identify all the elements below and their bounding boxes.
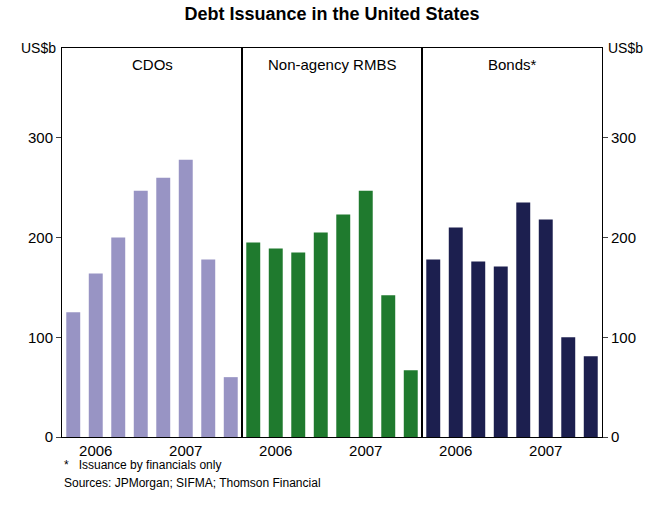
svg-text:Sources: JPMorgan; SIFMA; Thom: Sources: JPMorgan; SIFMA; Thomson Financ… [64, 476, 321, 490]
svg-text:2007: 2007 [349, 442, 382, 459]
svg-text:2006: 2006 [439, 442, 472, 459]
svg-text:0: 0 [611, 428, 619, 445]
svg-text:100: 100 [28, 329, 53, 346]
svg-text:200: 200 [28, 229, 53, 246]
svg-text:100: 100 [611, 329, 636, 346]
svg-text:300: 300 [611, 129, 636, 146]
svg-text:2007: 2007 [169, 442, 202, 459]
svg-text:2007: 2007 [529, 442, 562, 459]
svg-text:300: 300 [28, 129, 53, 146]
svg-text:Debt Issuance in the United St: Debt Issuance in the United States [184, 4, 479, 24]
svg-text:Non-agency RMBS: Non-agency RMBS [268, 56, 396, 73]
svg-text:2006: 2006 [79, 442, 112, 459]
svg-text:Bonds*: Bonds* [488, 56, 537, 73]
svg-text:200: 200 [611, 229, 636, 246]
svg-text:0: 0 [45, 428, 53, 445]
svg-text:US$b: US$b [608, 40, 643, 56]
svg-text:2006: 2006 [259, 442, 292, 459]
svg-text:* Issuance by financials onl: * Issuance by financials only [64, 458, 221, 472]
svg-text:CDOs: CDOs [132, 56, 173, 73]
svg-text:US$b: US$b [21, 40, 56, 56]
